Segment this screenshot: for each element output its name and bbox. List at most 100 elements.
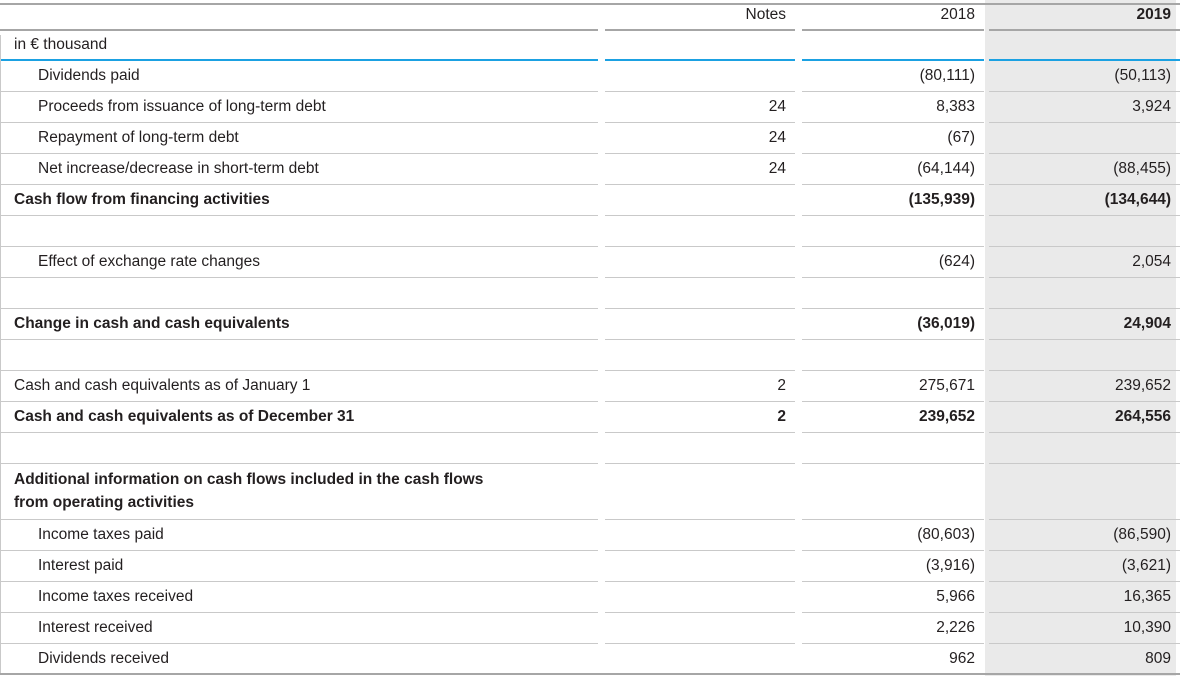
table-row: Dividends paid (80,111) (50,113) [0,60,1180,92]
row-label: Change in cash and cash equivalents [0,308,598,340]
unit-notes [605,30,795,61]
row-notes [605,308,795,340]
row-value-2018: (80,603) [802,519,984,551]
row-notes [605,581,795,613]
row-label: Repayment of long-term debt [0,122,598,154]
unit-row: in € thousand [0,30,1180,61]
unit-2019 [989,30,1180,61]
row-label [0,432,598,464]
row-value-2019 [989,432,1180,464]
row-value-2019: 3,924 [989,91,1180,123]
table-top-rule [0,3,1180,5]
row-value-2019 [989,277,1180,309]
row-value-2018 [802,215,984,247]
row-label: Dividends paid [0,60,598,92]
row-value-2018: (135,939) [802,184,984,216]
table-row: Income taxes paid (80,603) (86,590) [0,519,1180,551]
row-notes [605,339,795,371]
header-label [0,0,598,31]
table-left-edge [0,35,1,673]
row-value-2018: (36,019) [802,308,984,340]
row-label: Effect of exchange rate changes [0,246,598,278]
table-row: Interest paid (3,916) (3,621) [0,550,1180,582]
row-label: Interest received [0,612,598,644]
table-row: Change in cash and cash equivalents (36,0… [0,308,1180,340]
row-value-2019: 809 [989,643,1180,675]
row-label-line1: Additional information on cash flows inc… [14,470,484,488]
unit-2018 [802,30,984,61]
table-body: in € thousand Dividends paid (80,111) (50,1… [0,30,1180,675]
row-value-2018: (624) [802,246,984,278]
row-value-2018: 239,652 [802,401,984,433]
unit-label: in € thousand [0,30,598,61]
header-notes: Notes [605,0,795,31]
row-value-2018: 5,966 [802,581,984,613]
row-notes [605,463,795,520]
row-value-2019: (50,113) [989,60,1180,92]
spacer-row [0,215,1180,247]
row-notes [605,432,795,464]
row-value-2018: (3,916) [802,550,984,582]
table-row: Net increase/decrease in short-term debt… [0,153,1180,185]
row-value-2019 [989,122,1180,154]
row-notes [605,550,795,582]
row-label: Cash and cash equivalents as of January … [0,370,598,402]
row-value-2019: (3,621) [989,550,1180,582]
row-value-2019: (88,455) [989,153,1180,185]
row-value-2018: 275,671 [802,370,984,402]
row-notes: 2 [605,370,795,402]
row-value-2018 [802,463,984,520]
row-value-2018: (67) [802,122,984,154]
spacer-row [0,432,1180,464]
row-label: Cash and cash equivalents as of December… [0,401,598,433]
row-label-line2: from operating activities [14,493,195,511]
row-value-2018: 2,226 [802,612,984,644]
row-label [0,215,598,247]
row-value-2019: 10,390 [989,612,1180,644]
row-notes: 24 [605,91,795,123]
row-notes [605,215,795,247]
header-year-2018: 2018 [802,0,984,31]
spacer-row [0,277,1180,309]
row-notes: 24 [605,153,795,185]
row-label: Income taxes paid [0,519,598,551]
row-notes [605,60,795,92]
row-notes [605,519,795,551]
row-value-2019: 239,652 [989,370,1180,402]
spacer-row [0,339,1180,371]
table-bottom-rule [0,673,1180,675]
row-notes [605,612,795,644]
row-notes [605,246,795,278]
row-value-2019 [989,215,1180,247]
row-value-2019: 2,054 [989,246,1180,278]
row-notes [605,277,795,309]
row-label: Dividends received [0,643,598,675]
table-row: Cash and cash equivalents as of December… [0,401,1180,433]
table-row: Cash flow from financing activities (135,… [0,184,1180,216]
row-value-2019 [989,463,1180,520]
row-value-2019 [989,339,1180,371]
table-row: Cash and cash equivalents as of January … [0,370,1180,402]
header-year-2019: 2019 [989,0,1180,31]
table-row: Dividends received 962 809 [0,643,1180,675]
row-label: Cash flow from financing activities [0,184,598,216]
row-label [0,277,598,309]
table-row: Income taxes received 5,966 16,365 [0,581,1180,613]
row-label: Income taxes received [0,581,598,613]
table-row: Effect of exchange rate changes (624) 2,05… [0,246,1180,278]
row-value-2018 [802,432,984,464]
row-value-2018 [802,277,984,309]
row-value-2018: 8,383 [802,91,984,123]
row-label: Additional information on cash flows inc… [0,463,598,520]
row-notes [605,643,795,675]
row-value-2018: (80,111) [802,60,984,92]
row-value-2018: 962 [802,643,984,675]
row-value-2019: 24,904 [989,308,1180,340]
table-header-row: Notes 2018 2019 [0,0,1180,31]
row-notes: 24 [605,122,795,154]
row-label: Proceeds from issuance of long-term debt [0,91,598,123]
row-value-2019: (86,590) [989,519,1180,551]
table-row: Repayment of long-term debt 24 (67) [0,122,1180,154]
row-label: Net increase/decrease in short-term debt [0,153,598,185]
